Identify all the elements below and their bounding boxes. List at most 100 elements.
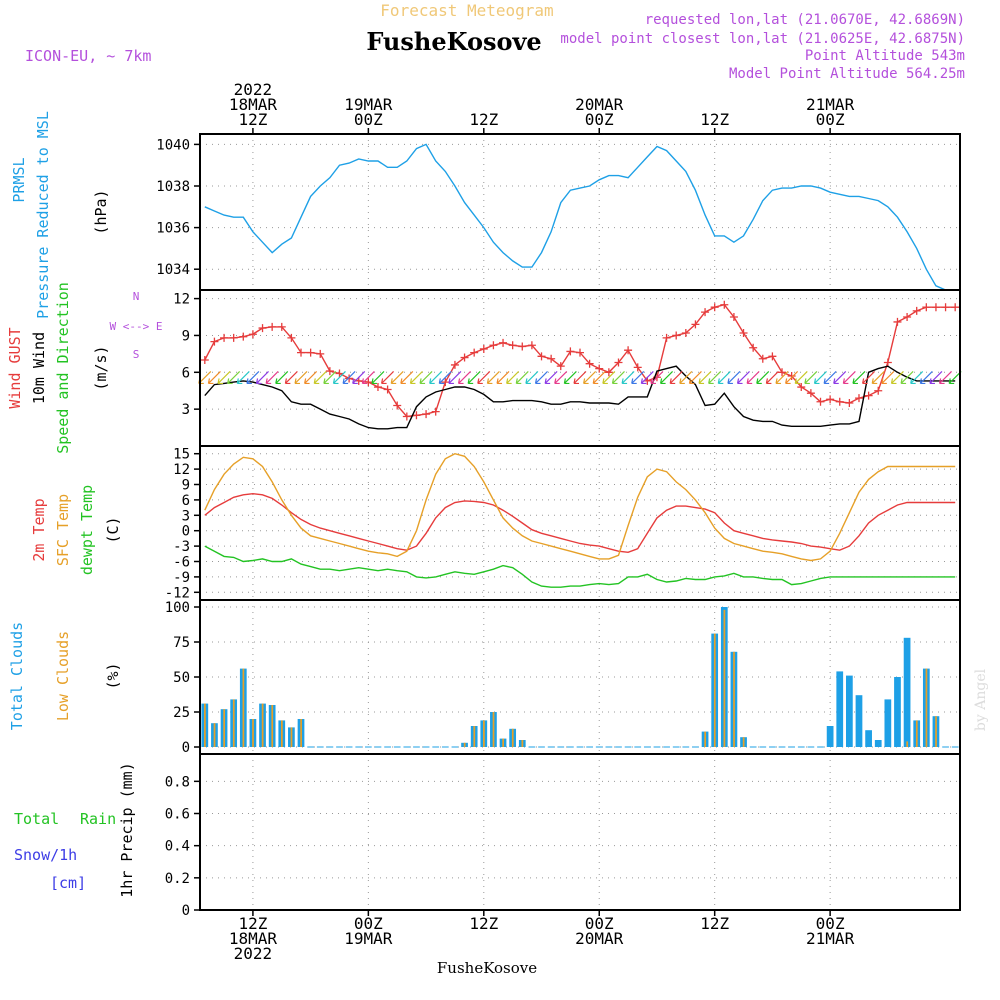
low-cloud-bar (492, 712, 495, 747)
top-time-label: 2022 (234, 80, 273, 99)
low-cloud-bar (704, 731, 707, 747)
low-cloud-bar (463, 742, 466, 747)
wind-direction-arrow (871, 371, 885, 385)
bottom-time-label: 12Z (469, 914, 498, 933)
gust-marker (633, 363, 642, 372)
wind-direction-arrow (361, 371, 375, 385)
series-line-wind-gust (204, 303, 956, 418)
precip-unit-label: 1hr Precip (mm) (118, 762, 136, 897)
gust-marker (816, 397, 825, 406)
wind-direction-arrow (371, 371, 385, 385)
wind-direction-arrow (592, 371, 606, 385)
top-time-label: 00Z (585, 110, 614, 129)
y-tick-label: 15 (173, 447, 190, 463)
wind-direction-arrow (342, 371, 356, 385)
gust-marker (277, 322, 286, 331)
y-tick-label: -6 (173, 555, 190, 571)
y-tick-label: 1038 (156, 179, 190, 195)
wind-direction-arrow (525, 371, 539, 385)
bottom-time-label: 12Z (700, 914, 729, 933)
wind-direction-arrow (813, 371, 827, 385)
y-tick-label: 9 (182, 328, 190, 344)
wind-direction-arrow (669, 371, 683, 385)
wind-direction-arrow (227, 371, 241, 385)
wind-direction-arrow (265, 371, 279, 385)
y-tick-label: 3 (182, 508, 190, 524)
wind-direction-arrow (919, 371, 933, 385)
wind-direction-arrow (910, 371, 924, 385)
wind-direction-arrow (833, 371, 847, 385)
closest-point: model point closest lon,lat (21.0625E, 4… (560, 31, 965, 47)
gust-marker (508, 341, 517, 350)
gust-marker (912, 306, 921, 315)
wind-direction-arrow (477, 371, 491, 385)
gust-marker (758, 354, 767, 363)
gust-marker (316, 349, 325, 358)
gust-marker (845, 399, 854, 408)
wind-direction-arrow (621, 371, 635, 385)
gust-marker (229, 333, 238, 342)
wind-direction-arrow (583, 371, 597, 385)
gust-marker (527, 341, 536, 350)
total-cloud-bar (826, 726, 834, 747)
gust-marker (325, 367, 334, 376)
y-tick-label: 0 (182, 903, 190, 919)
total-cloud-bar (836, 671, 844, 747)
gust-marker (691, 320, 700, 329)
gust-marker (576, 348, 584, 357)
wind-direction-arrow (506, 371, 520, 385)
gust-marker (460, 353, 469, 362)
low-cloud-bar (906, 741, 909, 747)
sfc-temp-label: SFC Temp (54, 494, 72, 566)
panel-4: 0 25 50 75 100 (165, 599, 961, 756)
gust-marker (739, 328, 748, 337)
bottom-time-label: 18MAR (229, 929, 278, 948)
wind-direction-arrow (400, 371, 414, 385)
series-line-dewpt-temp (204, 545, 956, 588)
y-tick-label: 75 (173, 635, 190, 651)
gust-label: Wind GUST (6, 327, 24, 408)
total-cloud-bar (894, 677, 901, 747)
series-line-sfc-temp (204, 452, 956, 562)
low-cloud-bar (242, 668, 245, 747)
gust-marker (710, 303, 719, 312)
gust-marker (951, 303, 960, 312)
wind-direction-arrow (679, 371, 693, 385)
gust-marker (489, 341, 498, 350)
wind-direction-arrow (890, 371, 904, 385)
wind-direction-arrow (929, 371, 943, 385)
wind-direction-arrow (659, 371, 674, 385)
wind-direction-arrow (881, 371, 895, 385)
gust-marker (412, 411, 421, 420)
model-name: ICON-EU, ~ 7km (25, 47, 151, 65)
wind-direction-arrow (419, 371, 433, 385)
total-cloud-bar (855, 695, 863, 747)
wind-direction-arrow (486, 371, 500, 385)
compass-n: N (133, 290, 140, 303)
gust-marker (422, 410, 431, 419)
low-cloud-bar (223, 709, 226, 747)
wind-dir-label: Speed and Direction (54, 282, 72, 454)
gust-marker (701, 308, 710, 317)
gust-marker (200, 356, 209, 365)
gust-marker (835, 397, 844, 406)
low-cloud-bar (742, 737, 745, 747)
gust-marker (826, 395, 835, 404)
low-clouds-label: Low Clouds (54, 631, 72, 721)
gust-marker (797, 383, 806, 392)
gust-marker (220, 333, 229, 342)
gust-marker (585, 359, 594, 368)
low-cloud-bar (925, 668, 928, 747)
gust-marker (450, 360, 459, 369)
requested-point: requested lon,lat (21.0670E, 42.6869N) (645, 12, 965, 28)
total-cloud-bar (874, 740, 882, 747)
wind-label: 10m Wind (30, 332, 48, 404)
wind-direction-arrow (736, 371, 750, 385)
gust-marker (614, 358, 623, 367)
wind-direction-arrow (457, 371, 471, 385)
wind-direction-arrow (438, 371, 452, 385)
wind-direction-arrow (467, 371, 481, 385)
gust-marker (210, 337, 219, 346)
wind-direction-arrow (332, 371, 346, 385)
gust-marker (537, 352, 546, 361)
